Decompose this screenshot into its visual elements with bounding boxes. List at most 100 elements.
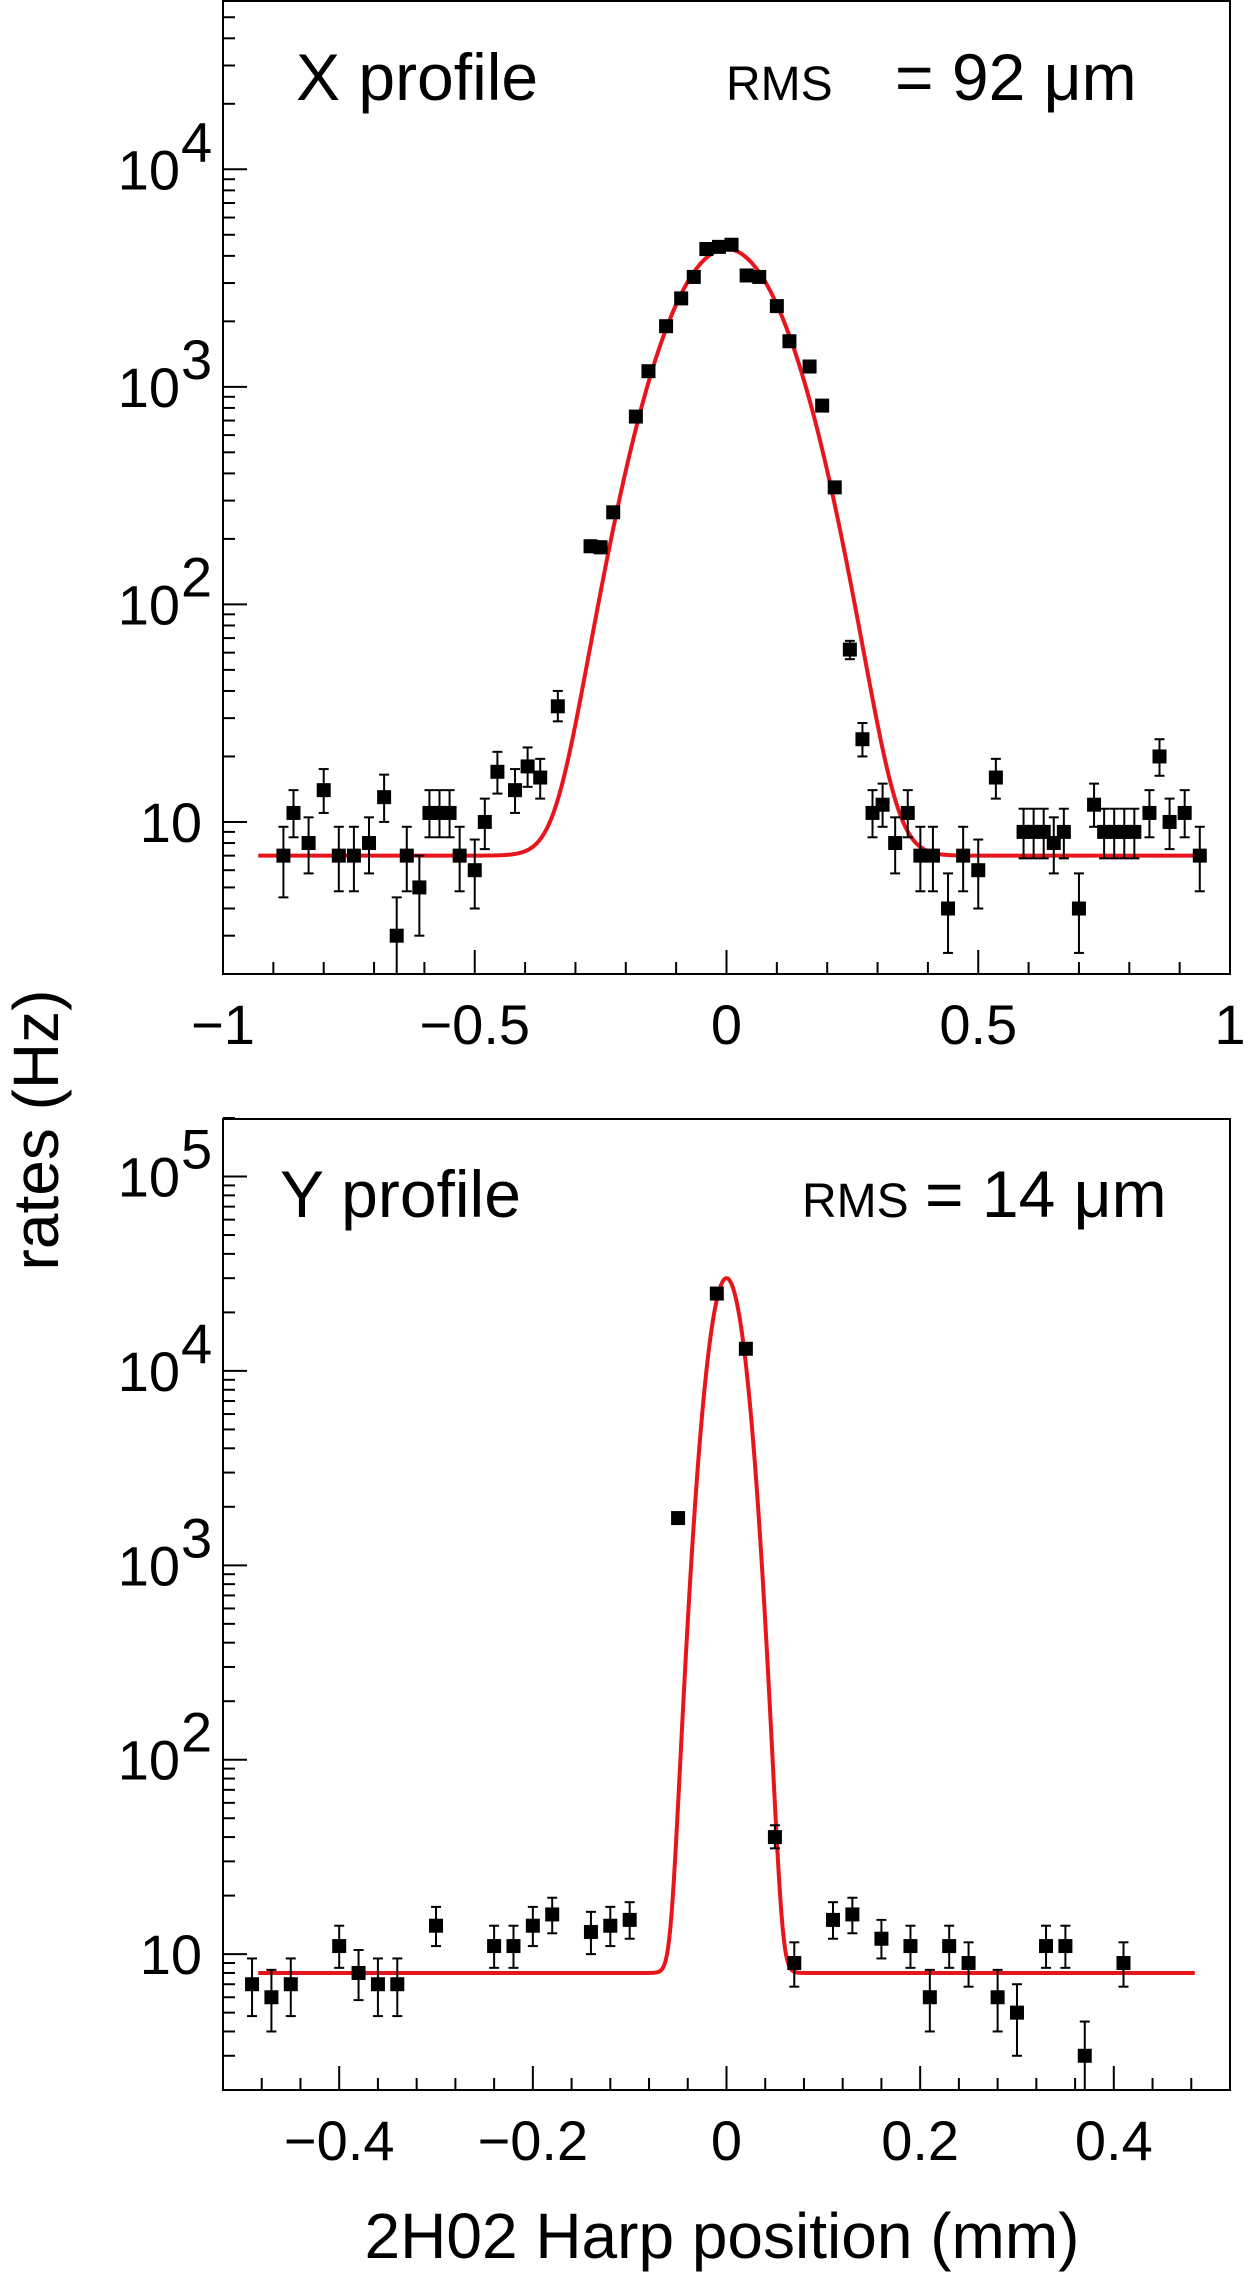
x-profile-data-point (641, 364, 656, 379)
y-profile-data-point (1009, 2005, 1024, 2020)
y-profile-data-point (903, 1939, 918, 1954)
x-profile-data-point (1192, 848, 1207, 863)
x-profile-data-point (659, 319, 674, 334)
x-profile-data-point (1142, 805, 1157, 820)
x-profile-data-point (802, 359, 817, 374)
y-profile-data-point (506, 1939, 521, 1954)
y-profile-data-point (1077, 2048, 1092, 2063)
y-profile-data-point (826, 1912, 841, 1927)
y-profile-rms-value: = 14 μm (925, 1157, 1167, 1231)
y-profile-data-point (429, 1918, 444, 1933)
y-profile-y-tick-label: 10 (118, 1534, 180, 1597)
x-profile-data-point (842, 642, 857, 657)
x-profile-data-point (1177, 805, 1192, 820)
y-profile-data-point (874, 1931, 889, 1946)
x-profile-data-point (412, 880, 427, 895)
y-profile-data-point (264, 1990, 279, 2005)
y-profile-data-point (245, 1977, 260, 1992)
x-profile-data-point (941, 901, 956, 916)
x-profile-label: X profile (296, 40, 538, 114)
x-profile-data-point (520, 759, 535, 774)
x-profile-data-point (389, 928, 404, 943)
y-profile-data-point (671, 1511, 686, 1526)
y-profile-y-tick-exponent: 4 (181, 1312, 212, 1375)
x-profile-data-point (1046, 836, 1061, 851)
y-profile-x-tick-label: 0 (711, 2109, 742, 2172)
x-profile-data-point (606, 505, 621, 520)
x-profile-y-tick-label: 10 (118, 138, 180, 201)
x-profile-data-point (399, 848, 414, 863)
y-profile-data-point (583, 1924, 598, 1939)
y-profile-data-point (603, 1918, 618, 1933)
y-profile-data-point (845, 1907, 860, 1922)
x-profile-data-point (875, 797, 890, 812)
x-profile-y-tick-label: 10 (118, 573, 180, 636)
y-profile-data-point (1039, 1939, 1054, 1954)
y-profile-data-point (922, 1990, 937, 2005)
y-profile-data-point (787, 1956, 802, 1971)
x-profile-data-point (674, 291, 689, 306)
x-profile-data-point (1162, 814, 1177, 829)
y-profile-y-tick-exponent: 5 (181, 1118, 212, 1181)
y-profile-label: Y profile (280, 1157, 521, 1231)
x-profile-data-point (769, 299, 784, 314)
x-profile-data-point (971, 863, 986, 878)
y-profile-data-point (351, 1965, 366, 1980)
x-profile-data-point (301, 836, 316, 851)
y-profile-data-point (525, 1918, 540, 1933)
x-profile-data-point (377, 790, 392, 805)
y-profile-data-point (487, 1939, 502, 1954)
y-profile-y-tick-label: 10 (118, 1729, 180, 1792)
x-profile-data-point (900, 805, 915, 820)
x-profile-data-point (752, 269, 767, 284)
x-profile-data-point (1127, 824, 1142, 839)
x-profile-data-point (913, 848, 928, 863)
x-profile-data-point (1036, 824, 1051, 839)
x-profile-data-point (467, 863, 482, 878)
y-profile-x-tick-label: −0.2 (478, 2109, 589, 2172)
y-profile-data-point (1116, 1956, 1131, 1971)
x-profile-data-point (286, 805, 301, 820)
y-profile-data-point (332, 1939, 347, 1954)
x-profile-data-point (533, 770, 548, 785)
y-profile-data-point (283, 1977, 298, 1992)
y-profile-data-point (709, 1286, 724, 1301)
x-profile-data-point (1056, 824, 1071, 839)
y-profile-data-point (961, 1956, 976, 1971)
x-profile-data-point (276, 848, 291, 863)
x-profile-data-point (550, 699, 565, 714)
x-profile-data-point (925, 848, 940, 863)
x-profile-y-tick-label: 10 (118, 356, 180, 419)
y-profile-data-point (738, 1341, 753, 1356)
x-profile-data-point (888, 836, 903, 851)
x-profile-data-point (1071, 901, 1086, 916)
y-profile-data-point (390, 1977, 405, 1992)
y-profile-data-point (942, 1939, 957, 1954)
x-profile-data-point (490, 764, 505, 779)
x-profile-data-point (815, 398, 830, 413)
x-profile-y-tick-exponent: 2 (181, 545, 212, 608)
x-profile-data-point (782, 334, 797, 349)
y-profile-y-tick-label: 10 (140, 1923, 202, 1986)
x-profile-data-point (1152, 749, 1167, 764)
x-profile-data-point (593, 540, 608, 555)
x-axis-title: 2H02 Harp position (mm) (365, 2200, 1080, 2272)
x-profile-data-point (1087, 797, 1102, 812)
x-profile-data-point (711, 239, 726, 254)
x-profile-data-point (508, 783, 523, 798)
x-profile-x-tick-label: 1 (1214, 993, 1245, 1056)
y-profile-y-tick-exponent: 3 (181, 1506, 212, 1569)
x-profile-y-tick-exponent: 4 (181, 110, 212, 173)
x-profile-x-tick-label: −1 (191, 993, 255, 1056)
y-profile-data-point (767, 1830, 782, 1845)
x-profile-data-point (724, 237, 739, 252)
x-profile-data-point (988, 770, 1003, 785)
y-profile-data-point (1058, 1939, 1073, 1954)
x-profile-data-point (956, 848, 971, 863)
y-axis-title: rates (Hz) (0, 990, 72, 1271)
x-profile-data-point (442, 805, 457, 820)
x-profile-data-point (739, 268, 754, 283)
x-profile-data-point (316, 783, 331, 798)
